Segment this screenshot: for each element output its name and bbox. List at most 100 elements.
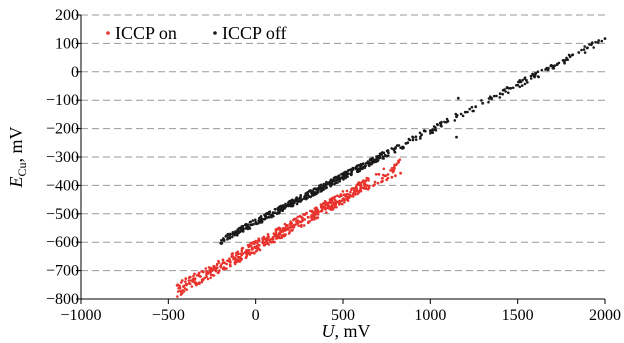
data-point: [445, 121, 448, 124]
data-point: [503, 88, 506, 91]
data-point: [390, 175, 394, 179]
data-point: [307, 220, 310, 224]
data-point: [304, 194, 307, 197]
data-point: [268, 210, 272, 213]
data-point: [338, 174, 341, 177]
data-point: [356, 169, 359, 173]
data-point: [529, 77, 533, 80]
y-tick-label: −400: [46, 177, 79, 194]
data-point: [263, 213, 267, 217]
data-point: [309, 209, 312, 213]
data-point: [342, 176, 345, 179]
x-tick-label: −1000: [60, 307, 101, 324]
data-point: [311, 191, 315, 195]
data-point: [295, 202, 299, 206]
data-point: [214, 266, 217, 270]
data-point: [395, 144, 399, 147]
data-point: [281, 230, 284, 233]
data-point: [359, 184, 363, 188]
data-point: [355, 187, 359, 191]
data-point: [356, 182, 360, 186]
data-point: [289, 204, 293, 208]
data-point: [374, 158, 377, 161]
data-point: [533, 72, 537, 75]
data-point: [322, 202, 325, 205]
data-point: [329, 197, 333, 201]
data-point: [363, 184, 367, 187]
data-point: [386, 176, 390, 180]
data-point: [236, 258, 239, 262]
data-point: [180, 279, 184, 282]
data-point: [194, 281, 198, 285]
data-point: [504, 90, 507, 93]
data-point: [220, 239, 223, 242]
data-point: [179, 281, 183, 284]
data-point: [302, 197, 306, 200]
data-point: [284, 202, 287, 206]
data-point: [241, 228, 245, 232]
data-point: [492, 94, 496, 98]
data-point: [209, 271, 212, 275]
data-point: [531, 72, 534, 76]
data-point: [325, 201, 328, 204]
data-point: [319, 190, 323, 193]
data-point: [336, 194, 339, 197]
y-tick-label: −700: [46, 263, 79, 280]
data-point: [440, 125, 443, 128]
data-point: [375, 155, 378, 158]
series-iccp-on: [175, 158, 402, 298]
data-point: [185, 283, 188, 287]
data-point: [259, 215, 262, 219]
data-point: [223, 261, 226, 265]
data-point: [470, 105, 474, 109]
data-point: [349, 173, 353, 177]
data-point: [228, 234, 232, 237]
data-point: [383, 153, 387, 157]
data-point: [271, 237, 275, 241]
data-point: [328, 207, 331, 211]
data-point: [190, 285, 194, 288]
data-point: [342, 172, 346, 176]
data-point: [381, 177, 384, 180]
data-point: [271, 211, 275, 214]
data-point: [495, 94, 498, 98]
data-point: [340, 176, 343, 180]
data-point: [340, 199, 344, 202]
data-point: [326, 206, 329, 210]
data-point: [359, 162, 363, 166]
data-point: [195, 274, 199, 277]
data-point: [386, 173, 390, 176]
data-point: [299, 194, 303, 197]
x-tick-label: 500: [331, 307, 355, 324]
data-point: [328, 182, 332, 185]
data-point: [307, 216, 310, 219]
data-point: [226, 232, 230, 236]
x-tick-label: 1500: [502, 307, 534, 324]
data-point: [549, 64, 552, 68]
data-point: [325, 211, 328, 214]
data-point: [381, 173, 385, 177]
data-point: [288, 200, 291, 203]
data-point: [556, 62, 559, 66]
data-point: [184, 277, 188, 280]
data-point: [258, 221, 262, 224]
data-point: [340, 202, 344, 206]
data-point: [313, 187, 317, 190]
data-point: [226, 259, 229, 263]
data-point: [392, 148, 396, 152]
data-point: [176, 295, 179, 298]
legend-label: ICCP on: [115, 23, 177, 43]
data-point: [231, 254, 234, 258]
data-point: [318, 186, 322, 189]
data-point: [182, 290, 186, 293]
data-point: [299, 215, 303, 219]
data-point: [256, 241, 259, 245]
data-point: [222, 238, 226, 241]
data-point: [264, 237, 268, 241]
data-point: [471, 109, 475, 113]
data-point: [313, 213, 316, 217]
data-point: [261, 237, 264, 240]
plot-series: [175, 37, 607, 298]
y-tick-label: −800: [46, 291, 79, 308]
data-point: [363, 166, 367, 170]
